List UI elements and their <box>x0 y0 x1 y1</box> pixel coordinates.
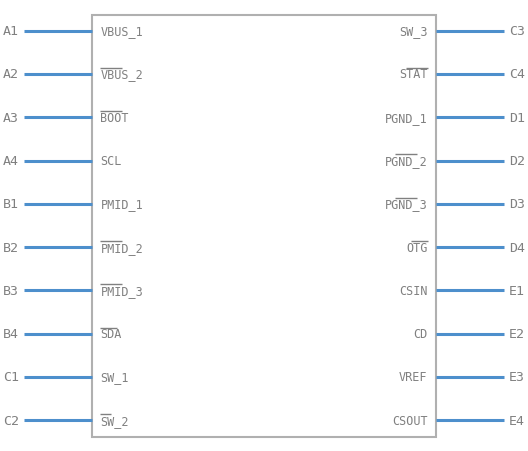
Text: PMID_1: PMID_1 <box>100 198 143 211</box>
Text: VBUS_1: VBUS_1 <box>100 25 143 38</box>
Text: SDA: SDA <box>100 327 122 341</box>
Text: A2: A2 <box>3 68 19 81</box>
Bar <box>92 16 436 437</box>
Text: BOOT: BOOT <box>100 111 129 124</box>
Text: A4: A4 <box>3 155 19 168</box>
Text: PGND_2: PGND_2 <box>385 155 428 168</box>
Text: B3: B3 <box>3 284 19 297</box>
Text: A1: A1 <box>3 25 19 38</box>
Text: C4: C4 <box>509 68 525 81</box>
Text: C2: C2 <box>3 414 19 427</box>
Text: SW_3: SW_3 <box>399 25 428 38</box>
Text: E2: E2 <box>509 327 525 341</box>
Text: PMID_3: PMID_3 <box>100 284 143 297</box>
Text: D3: D3 <box>509 198 525 211</box>
Text: CD: CD <box>413 327 428 341</box>
Text: C3: C3 <box>509 25 525 38</box>
Text: B4: B4 <box>3 327 19 341</box>
Text: CSIN: CSIN <box>399 284 428 297</box>
Text: C1: C1 <box>3 371 19 384</box>
Text: D4: D4 <box>509 241 525 254</box>
Text: OTG: OTG <box>406 241 428 254</box>
Text: B2: B2 <box>3 241 19 254</box>
Text: SW_2: SW_2 <box>100 414 129 427</box>
Text: E4: E4 <box>509 414 525 427</box>
Text: STAT: STAT <box>399 68 428 81</box>
Text: VBUS_2: VBUS_2 <box>100 68 143 81</box>
Text: PGND_1: PGND_1 <box>385 111 428 124</box>
Text: CSOUT: CSOUT <box>392 414 428 427</box>
Text: SCL: SCL <box>100 155 122 168</box>
Text: D1: D1 <box>509 111 525 124</box>
Text: D2: D2 <box>509 155 525 168</box>
Text: B1: B1 <box>3 198 19 211</box>
Text: E1: E1 <box>509 284 525 297</box>
Text: PMID_2: PMID_2 <box>100 241 143 254</box>
Text: SW_1: SW_1 <box>100 371 129 384</box>
Text: PGND_3: PGND_3 <box>385 198 428 211</box>
Text: VREF: VREF <box>399 371 428 384</box>
Text: E3: E3 <box>509 371 525 384</box>
Text: A3: A3 <box>3 111 19 124</box>
